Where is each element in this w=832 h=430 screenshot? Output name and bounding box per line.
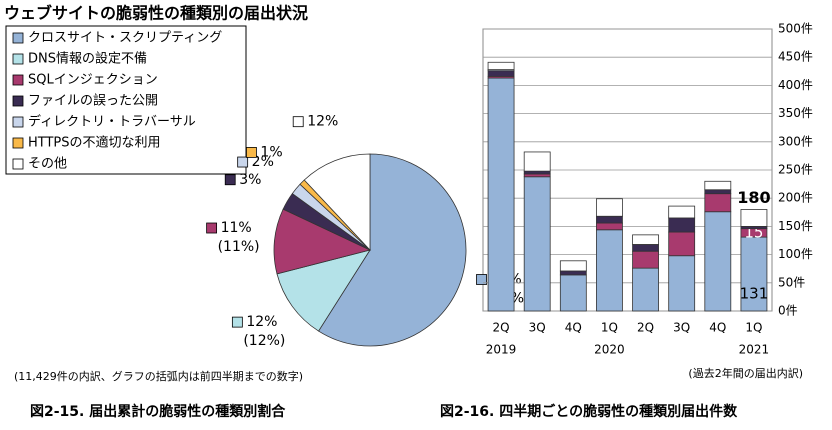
bar-segment [632,250,659,269]
y-tick-label: 50件 [778,275,805,289]
y-tick-label: 0件 [778,304,798,318]
label-swatch [224,174,236,186]
bar-segment [668,205,696,219]
pie-slice [276,249,371,332]
bar-segment [596,229,623,312]
bar-segment [632,234,659,245]
bar-segment [523,170,551,175]
note: (過去2年間の届出内訳) [688,366,803,380]
x-tick-label: 4Q [565,321,582,335]
legend-label: クロスサイト・スクリプティング [28,31,222,46]
legend-label: HTTPSの不適切な利用 [28,135,161,151]
y-tick-label: 300件 [778,134,813,148]
x-tick-label: 3Q [529,321,546,335]
bar-segment [523,151,551,172]
y-tick-label: 450件 [778,50,813,64]
legend-label: その他 [28,157,67,172]
label-swatch [476,274,487,285]
pie-value-label: 1% [260,144,282,160]
bar-segment [704,193,732,213]
pie-value-label: 12% [307,114,338,130]
y-tick-label: 500件 [778,22,813,36]
pie-slice [318,153,467,347]
bar-segment [668,217,696,233]
label-swatch [206,222,218,234]
bar-segment [487,77,515,312]
y-tick-label: 350件 [778,106,813,120]
x-tick-label: 1Q [601,321,618,335]
bar-segment [704,189,732,195]
pie-value-label: 11% [221,220,252,236]
legend-swatch [12,137,24,149]
x-tick-label: 4Q [709,321,726,335]
x-tick-label: 1Q [745,321,762,335]
caption: 図2-15. 届出累計の脆弱性の種類別割合 [30,403,286,420]
note: (11,429件の内訳、グラフの括弧内は前四半期までの数字) [14,369,303,383]
year-label: 2021 [739,343,770,357]
pie-previous-label: (12%) [243,333,285,349]
bar-segment [559,260,587,272]
bar-segment [596,222,623,231]
pie-value-label: 3% [239,172,261,188]
bar-segment [523,176,551,312]
page-title: ウェブサイトの脆弱性の種類別の届出状況 [4,4,308,23]
label-swatch [231,316,243,328]
caption: 図2-16. 四半期ごとの脆弱性の種類別届出件数 [440,403,738,420]
y-tick-label: 150件 [778,219,813,233]
y-tick-label: 100件 [778,247,813,261]
year-label: 2020 [594,343,625,357]
legend-swatch [12,32,24,44]
bar-segment [487,61,515,71]
pie-previous-label: (11%) [218,239,260,255]
legend-label: DNS情報の設定不備 [28,51,147,67]
label-swatch [246,147,257,158]
x-tick-label: 2Q [493,321,510,335]
legend-label: ファイルの誤った公開 [28,93,158,109]
y-tick-label: 400件 [778,78,813,92]
pie-slice [273,208,372,275]
x-tick-label: 2Q [637,321,654,335]
legend-box [5,25,247,175]
bar-segment [632,267,659,312]
bar-segment [740,209,768,227]
legend-label: ディレクトリ・トラバーサル [28,114,196,130]
legend-swatch [12,53,24,65]
bar-segment [740,236,768,312]
bar-segment [596,198,623,217]
bar-segment [668,231,696,257]
label-swatch [237,156,249,168]
legend-swatch [12,95,24,107]
pie-value-label: 2% [252,154,274,170]
bar-segment [704,211,732,312]
legend-label: SQLインジェクション [28,73,158,88]
bar-segment [632,244,659,252]
bar-segment [487,70,515,77]
legend-swatch [12,74,24,86]
bar-segment [559,270,587,276]
bar-segment [559,274,587,312]
bar-segment [596,215,623,224]
x-tick-label: 3Q [673,321,690,335]
legend-swatch [12,116,24,128]
pie-value-label: 12% [246,314,277,330]
label-swatch [292,116,304,128]
year-label: 2019 [486,343,517,357]
bar-segment [668,255,696,312]
y-tick-label: 200件 [778,191,813,205]
total-label: 180 [737,188,770,207]
legend-swatch [12,158,24,170]
bar-segment [523,173,551,178]
data-label: 131 [740,285,769,303]
bar-segment [704,180,732,191]
y-tick-label: 250件 [778,163,813,177]
pie-slice [303,153,371,252]
